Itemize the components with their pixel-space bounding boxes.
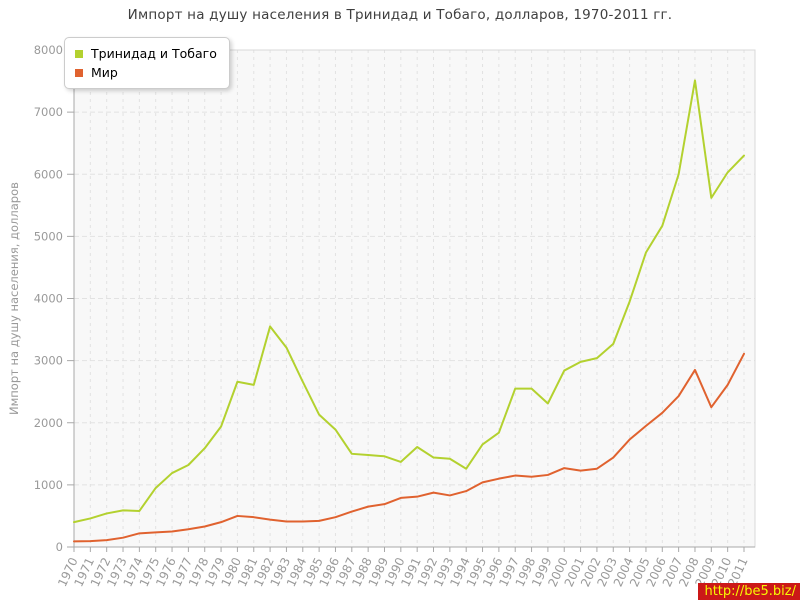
legend-label-world: Мир — [91, 65, 118, 80]
legend-item-world: Мир — [75, 63, 217, 82]
legend-label-trinidad-tobago: Тринидад и Тобаго — [91, 46, 217, 61]
vertical-gridlines — [89, 50, 745, 547]
series-line-trinidad-tobago — [73, 79, 745, 524]
legend: Тринидад и Тобаго Мир — [64, 37, 230, 89]
legend-swatch-trinidad-tobago-icon — [75, 49, 83, 58]
svg-text:0: 0 — [56, 540, 63, 554]
svg-text:2000: 2000 — [34, 416, 63, 430]
svg-text:5000: 5000 — [34, 229, 63, 243]
svg-text:3000: 3000 — [34, 354, 63, 368]
y-tick-labels: 0 1000 2000 3000 4000 5000 6000 7000 8000 — [34, 43, 74, 554]
svg-text:6000: 6000 — [34, 167, 63, 181]
chart-title: Импорт на душу населения в Тринидад и То… — [127, 7, 673, 23]
legend-item-trinidad-tobago: Тринидад и Тобаго — [75, 44, 217, 63]
svg-text:8000: 8000 — [34, 43, 63, 57]
series-line-world — [73, 352, 745, 543]
svg-text:1000: 1000 — [34, 478, 63, 492]
svg-text:7000: 7000 — [34, 105, 63, 119]
svg-text:4000: 4000 — [34, 292, 63, 306]
watermark-link[interactable]: http://be5.biz/ — [698, 583, 800, 600]
legend-swatch-world-icon — [75, 68, 83, 77]
x-tick-labels: 1970197119721973197419751976197719781979… — [55, 547, 751, 589]
